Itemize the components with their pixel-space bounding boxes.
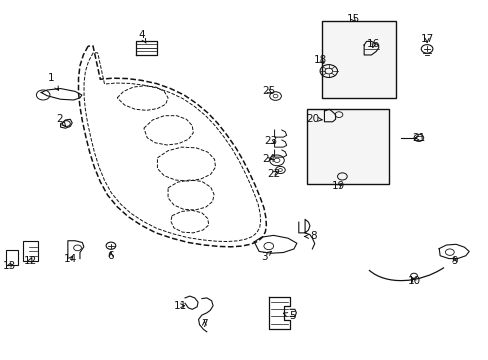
Text: 25: 25 xyxy=(262,86,275,96)
Text: 12: 12 xyxy=(23,256,37,266)
Text: 19: 19 xyxy=(331,181,345,192)
Bar xyxy=(306,109,388,184)
Text: 16: 16 xyxy=(366,39,380,49)
Text: 7: 7 xyxy=(201,319,207,329)
Text: 18: 18 xyxy=(313,55,326,65)
Text: 4: 4 xyxy=(138,30,146,43)
Text: 9: 9 xyxy=(450,256,457,266)
Text: 20: 20 xyxy=(305,113,322,123)
Text: 13: 13 xyxy=(2,261,16,271)
Text: 11: 11 xyxy=(173,301,186,311)
Text: 1: 1 xyxy=(47,73,59,90)
Text: 21: 21 xyxy=(411,133,425,143)
Text: 22: 22 xyxy=(266,168,280,179)
Text: 3: 3 xyxy=(261,251,271,262)
Bar xyxy=(322,21,395,98)
Text: 2: 2 xyxy=(56,114,65,126)
Text: 10: 10 xyxy=(407,276,420,286)
Text: 15: 15 xyxy=(346,14,359,23)
Text: 8: 8 xyxy=(304,231,316,242)
Text: 5: 5 xyxy=(283,311,296,321)
Text: 24: 24 xyxy=(262,154,275,164)
Text: 6: 6 xyxy=(107,251,114,261)
Text: 17: 17 xyxy=(420,34,433,44)
Text: 14: 14 xyxy=(63,254,77,264)
Text: 23: 23 xyxy=(264,136,277,147)
